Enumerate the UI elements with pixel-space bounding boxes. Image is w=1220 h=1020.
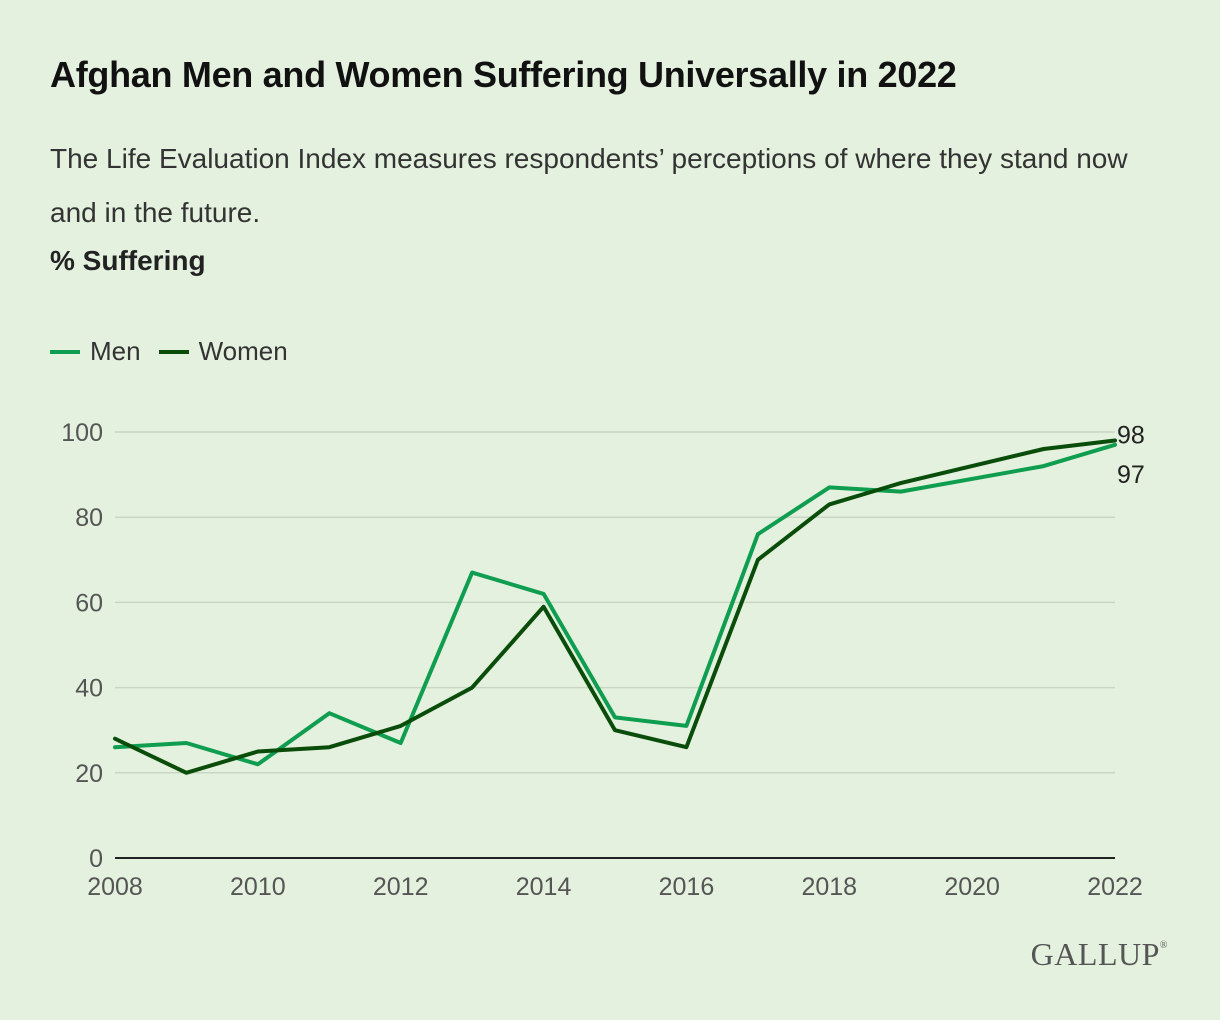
registered-mark: ® (1159, 940, 1168, 951)
y-tick-label-100: 100 (61, 419, 103, 447)
end-value-label-98: 98 (1117, 422, 1145, 450)
y-tick-label-60: 60 (75, 589, 103, 617)
series-line-women (113, 438, 1117, 775)
chart-subtitle: The Life Evaluation Index measures respo… (50, 143, 1128, 228)
y-tick-label-0: 0 (89, 845, 103, 873)
legend-item-men: Men (50, 336, 141, 367)
unit-label: % Suffering (50, 245, 206, 276)
gallup-logo: GALLUP® (1031, 936, 1168, 973)
legend-label-men: Men (90, 336, 141, 366)
chart-title: Afghan Men and Women Suffering Universal… (50, 54, 957, 95)
x-tick-label-2018: 2018 (801, 873, 857, 901)
x-tick-label-2016: 2016 (659, 873, 715, 901)
x-tick-label-2010: 2010 (230, 873, 286, 901)
gallup-logo-text: GALLUP (1030, 936, 1160, 972)
series-line-men (113, 442, 1117, 767)
x-tick-label-2014: 2014 (516, 873, 572, 901)
x-tick-label-2020: 2020 (944, 873, 1000, 901)
x-tick-label-2012: 2012 (373, 873, 429, 901)
end-value-label-97: 97 (1117, 461, 1145, 489)
y-tick-label-80: 80 (75, 504, 103, 532)
y-tick-label-40: 40 (75, 675, 103, 703)
y-tick-label-20: 20 (75, 760, 103, 788)
x-tick-label-2022: 2022 (1087, 873, 1143, 901)
legend-label-women: Women (198, 336, 288, 366)
x-tick-label-2008: 2008 (87, 873, 143, 901)
legend-swatch-men (50, 349, 80, 354)
legend-swatch-women (158, 349, 189, 354)
legend: Men Women (50, 336, 306, 367)
legend-item-women: Women (158, 336, 288, 367)
